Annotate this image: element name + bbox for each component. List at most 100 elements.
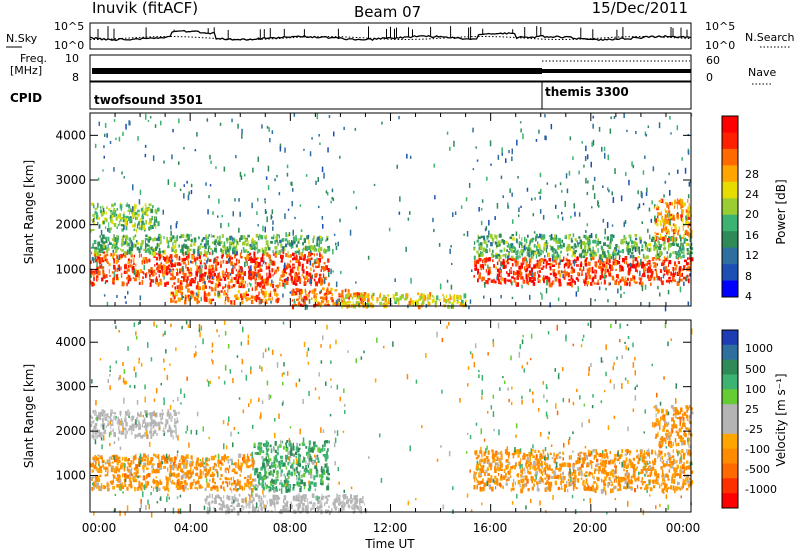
vel-cell — [324, 457, 328, 461]
power-echo — [398, 211, 401, 215]
vel-cell — [242, 485, 244, 491]
power-cell — [93, 276, 95, 281]
power-cell — [599, 254, 602, 260]
vel-cell — [177, 465, 180, 469]
power-echo — [260, 299, 262, 305]
vel-cell — [291, 462, 293, 465]
power-cell — [213, 240, 217, 246]
power-cell — [367, 293, 370, 297]
power-cell — [473, 275, 475, 278]
power-echo — [557, 215, 559, 219]
power-cell — [655, 243, 658, 247]
power-cell — [210, 273, 212, 278]
power-echo — [501, 153, 503, 156]
power-cell — [169, 254, 173, 259]
power-cell — [296, 256, 298, 259]
power-echo — [109, 141, 112, 144]
power-cell — [306, 235, 310, 240]
power-cell — [491, 237, 495, 241]
power-echo — [100, 263, 103, 268]
power-cell — [531, 279, 533, 283]
vel-cell — [97, 476, 100, 480]
vel-cell — [254, 483, 258, 487]
vel-cell — [301, 466, 304, 469]
power-cell — [551, 281, 554, 286]
power-cell — [139, 218, 141, 223]
power-cell — [118, 220, 121, 226]
power-cell — [379, 301, 383, 305]
power-cell — [108, 241, 111, 245]
power-cell — [474, 255, 476, 260]
power-echo — [291, 201, 293, 207]
power-cell — [555, 240, 558, 244]
power-echo — [678, 278, 681, 283]
power-cell — [285, 253, 288, 257]
power-echo — [96, 261, 98, 268]
power-echo — [496, 203, 499, 209]
power-echo — [593, 176, 596, 182]
vel-cell — [107, 467, 109, 472]
power-cell — [125, 234, 128, 239]
power-echo — [174, 182, 176, 187]
power-cell — [235, 258, 238, 262]
power-cell — [176, 239, 178, 242]
vel-cell — [254, 488, 258, 491]
power-cell — [627, 270, 630, 276]
power-cell — [287, 250, 289, 256]
power-cell — [528, 277, 532, 282]
cpid-program-themis: themis 3300 — [545, 85, 629, 99]
vel-cell — [285, 488, 289, 493]
power-echo — [539, 172, 542, 178]
power-cell — [383, 294, 385, 298]
power-cell — [95, 215, 99, 220]
power-cell — [687, 206, 691, 211]
power-cell — [543, 234, 546, 239]
power-cell — [254, 257, 258, 261]
vel-cell — [274, 441, 277, 446]
power-echo — [156, 242, 159, 247]
power-cell — [628, 234, 632, 238]
power-cell — [672, 241, 675, 247]
power-cell — [235, 275, 237, 279]
power-cell — [90, 261, 92, 264]
power-echo — [316, 239, 318, 245]
power-cell — [274, 269, 278, 273]
power-echo — [235, 155, 237, 159]
power-cell — [136, 270, 139, 276]
power-cell — [586, 268, 590, 272]
power-cell — [105, 211, 107, 215]
vel-cell — [151, 412, 155, 417]
power-cell — [650, 282, 652, 286]
power-cell — [127, 249, 130, 253]
power-cell — [590, 249, 593, 254]
power-cell — [286, 280, 289, 285]
vel-cell — [107, 460, 111, 463]
power-cell — [498, 257, 501, 262]
vel-cell — [142, 465, 145, 470]
power-cell — [218, 271, 220, 277]
power-echo — [409, 211, 411, 215]
power-echo — [330, 268, 332, 275]
power-echo — [517, 176, 519, 179]
vel-cell — [267, 461, 269, 467]
power-echo — [282, 293, 284, 298]
power-echo — [286, 164, 289, 169]
power-cell — [109, 227, 113, 231]
power-cell — [651, 257, 655, 262]
power-echo — [450, 245, 452, 248]
power-cell — [560, 250, 562, 254]
vel-cell — [133, 459, 135, 465]
vel-cell — [110, 409, 113, 413]
power-cell — [629, 278, 633, 282]
power-cell — [669, 213, 673, 219]
power-cell — [179, 236, 182, 239]
power-cell — [668, 280, 670, 284]
power-cell — [215, 245, 217, 248]
vel-cell — [152, 425, 155, 429]
power-cell — [179, 268, 183, 272]
vel-cell — [140, 435, 144, 439]
vel-cell — [222, 486, 225, 491]
power-cell — [230, 241, 233, 244]
power-echo — [294, 216, 296, 220]
power-cell — [570, 275, 573, 280]
